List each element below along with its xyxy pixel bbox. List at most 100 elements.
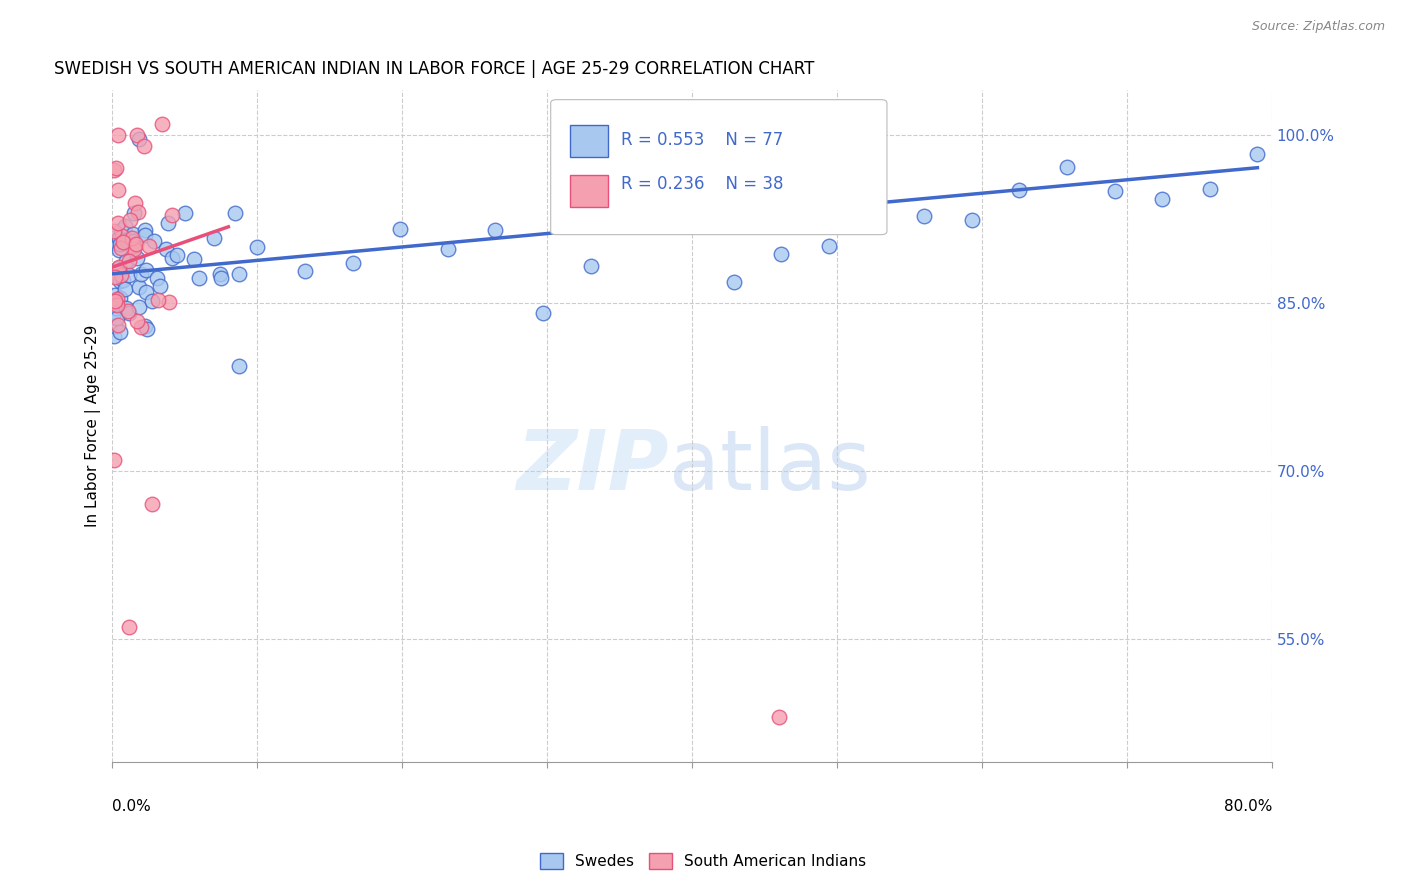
Point [135,285,157,299]
Point [141,497,163,511]
Point [105,292,128,306]
Point [141,294,163,309]
Point [118,254,141,268]
Point [342,256,364,270]
Point [129,320,152,334]
Point [162,208,184,222]
Point [107,183,129,197]
Point [960,213,983,227]
Point [107,318,129,333]
Text: SWEDISH VS SOUTH AMERICAN INDIAN IN LABOR FORCE | AGE 25-29 CORRELATION CHART: SWEDISH VS SOUTH AMERICAN INDIAN IN LABO… [55,60,815,78]
Point [108,231,131,245]
Point [817,239,839,253]
Point [150,117,173,131]
Point [107,244,129,258]
Text: atlas: atlas [669,425,870,507]
Text: ZIP: ZIP [516,425,669,507]
Point [124,195,146,210]
Point [723,275,745,289]
Point [104,161,127,175]
Point [125,128,148,142]
Point [129,267,152,281]
Point [108,260,131,274]
Bar [571,125,607,157]
Point [125,314,148,328]
Point [125,236,148,251]
Point [188,271,211,285]
Point [117,304,139,318]
Point [107,128,129,142]
Point [157,216,180,230]
Point [103,236,125,251]
Point [134,228,156,243]
Point [224,205,246,219]
Point [103,452,125,467]
Point [128,301,150,315]
Point [389,222,412,236]
Point [146,271,169,285]
Point [531,306,554,320]
Point [209,267,232,281]
Point [103,223,125,237]
Point [627,163,650,178]
Point [135,322,157,336]
Point [114,219,136,234]
Point [484,223,506,237]
Point [143,234,166,248]
Point [149,279,172,293]
Point [155,242,177,256]
Point [146,293,169,307]
Point [104,319,127,334]
Point [114,301,136,315]
Point [105,297,128,311]
Point [121,230,143,244]
Point [114,282,136,296]
Point [104,294,127,309]
Point [122,234,145,248]
Point [110,325,132,339]
Point [122,242,145,256]
Point [579,260,602,274]
Point [108,236,131,251]
Point [132,139,155,153]
Point [138,238,160,252]
Point [118,268,141,283]
Point [107,217,129,231]
Y-axis label: In Labor Force | Age 25-29: In Labor Force | Age 25-29 [86,325,101,527]
Point [770,247,793,261]
Point [105,301,128,315]
Point [124,206,146,220]
Point [112,235,135,249]
Point [108,291,131,305]
Point [183,252,205,267]
Point [110,223,132,237]
Legend: Swedes, South American Indians: Swedes, South American Indians [533,847,873,875]
Point [105,310,128,325]
Point [246,240,269,254]
Point [118,306,141,320]
Point [865,192,887,206]
Text: 80.0%: 80.0% [1223,798,1272,814]
Point [107,260,129,275]
Point [1056,160,1078,174]
Point [768,710,790,724]
Point [122,239,145,253]
Point [1008,183,1031,197]
Point [108,274,131,288]
Bar [571,175,607,207]
Point [1198,181,1220,195]
Text: Source: ZipAtlas.com: Source: ZipAtlas.com [1251,20,1385,33]
Point [294,264,316,278]
Point [912,209,935,223]
Point [166,248,188,262]
Point [103,287,125,301]
Point [127,205,149,219]
Point [103,269,125,284]
Text: R = 0.553    N = 77: R = 0.553 N = 77 [621,131,783,149]
Point [128,132,150,146]
Point [110,241,132,255]
Point [103,328,125,343]
Text: 0.0%: 0.0% [112,798,152,814]
Point [157,295,180,310]
Point [675,214,697,228]
